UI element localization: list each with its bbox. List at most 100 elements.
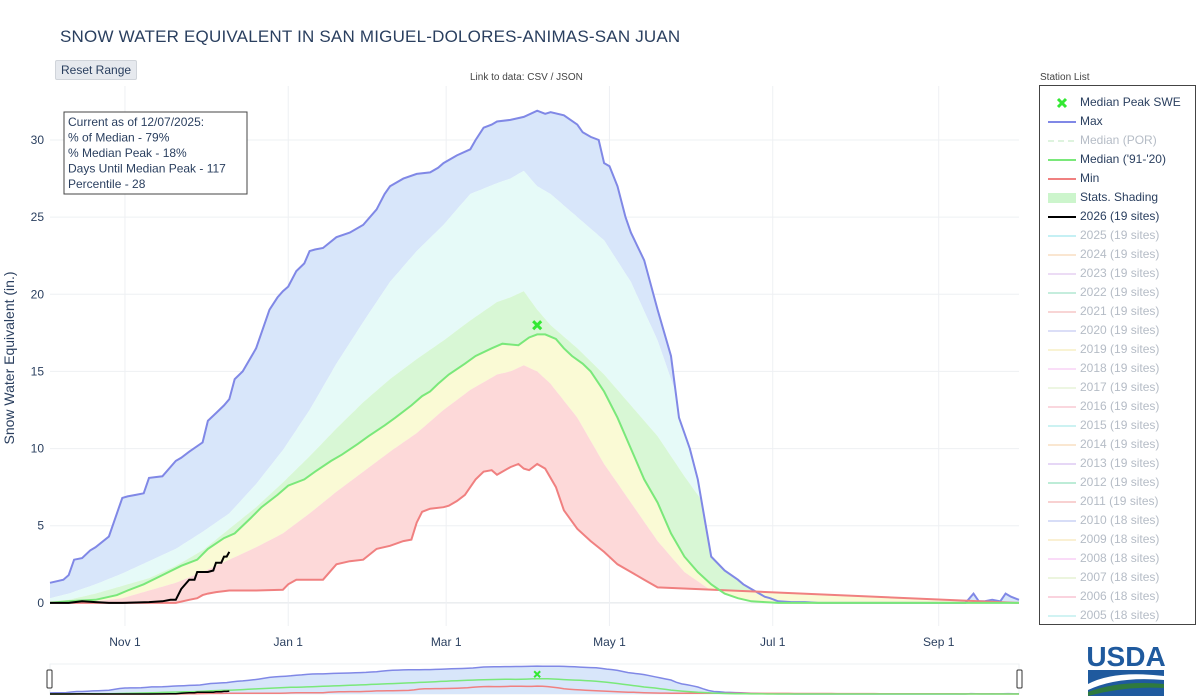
annotation-line: Current as of 12/07/2025: <box>68 115 204 129</box>
status-annotation: Current as of 12/07/2025: % of Median - 7… <box>63 111 248 195</box>
legend-item[interactable]: 2022 (19 sites) <box>1040 283 1195 302</box>
station-list-link[interactable]: Station List <box>1040 72 1090 83</box>
legend-item[interactable]: 2005 (18 sites) <box>1040 606 1195 625</box>
legend-symbol <box>1048 349 1076 351</box>
legend-marker-icon <box>1056 97 1068 109</box>
legend-item[interactable]: 2010 (18 sites) <box>1040 511 1195 530</box>
usda-logo: USDA <box>1086 641 1166 696</box>
legend-symbol <box>1048 273 1076 275</box>
y-axis-label: Snow Water Equivalent (in.) <box>1 272 17 445</box>
range-slider-peak-marker <box>533 670 541 678</box>
data-links-prefix: Link to data: <box>470 72 528 83</box>
legend-symbol <box>1048 539 1076 541</box>
range-slider-current-line <box>50 690 230 695</box>
y-tick-label: 25 <box>31 210 45 224</box>
legend-item[interactable]: Stats. Shading <box>1040 188 1195 207</box>
legend-item[interactable]: 2023 (19 sites) <box>1040 264 1195 283</box>
legend-symbol <box>1048 444 1076 446</box>
legend-label: 2020 (19 sites) <box>1080 323 1160 337</box>
legend-item[interactable]: 2014 (19 sites) <box>1040 435 1195 454</box>
legend-symbol <box>1048 482 1076 484</box>
legend-item[interactable]: Median (POR) <box>1040 131 1195 150</box>
legend-label: 2026 (19 sites) <box>1080 209 1160 223</box>
legend-symbol <box>1048 520 1076 522</box>
legend-label: 2022 (19 sites) <box>1080 285 1160 299</box>
range-slider-left-handle[interactable] <box>46 669 53 689</box>
legend-item[interactable]: Median ('91-'20) <box>1040 150 1195 169</box>
legend-label: 2010 (18 sites) <box>1080 513 1160 527</box>
legend-label: 2011 (19 sites) <box>1080 494 1159 508</box>
y-tick-label: 30 <box>31 133 45 147</box>
swe-chart[interactable]: 0 5 10 15 20 25 30 Nov 1 Jan 1 Mar 1 May 1 Jul 1 Se… <box>0 0 1040 700</box>
legend-symbol <box>1048 121 1076 123</box>
legend-symbol <box>1048 596 1076 598</box>
legend-item[interactable]: 2018 (19 sites) <box>1040 359 1195 378</box>
y-axis-ticks: 0 5 10 15 20 25 30 <box>31 133 45 610</box>
legend-label: 2015 (19 sites) <box>1080 418 1160 432</box>
legend-item[interactable]: 2007 (18 sites) <box>1040 568 1195 587</box>
lower-percentile-band <box>50 365 1019 603</box>
max-percentile-band <box>50 110 1019 603</box>
x-tick-label: Jan 1 <box>274 635 304 649</box>
min-line <box>50 462 1020 604</box>
legend-symbol <box>1048 216 1076 218</box>
y-tick-label: 20 <box>31 287 45 301</box>
legend-symbol <box>1048 558 1076 560</box>
legend-item[interactable]: 2020 (19 sites) <box>1040 321 1195 340</box>
legend-label: 2005 (18 sites) <box>1080 608 1160 622</box>
data-links-separator: / <box>547 72 557 83</box>
x-tick-label: Mar 1 <box>431 635 462 649</box>
legend-item[interactable]: 2009 (18 sites) <box>1040 530 1195 549</box>
legend-label: 2012 (19 sites) <box>1080 475 1160 489</box>
legend-item[interactable]: 2011 (19 sites) <box>1040 492 1195 511</box>
median-line <box>49 333 1019 604</box>
legend-symbol <box>1048 140 1076 142</box>
legend-label: 2024 (19 sites) <box>1080 247 1160 261</box>
legend-symbol <box>1048 368 1076 370</box>
legend-symbol <box>1048 387 1076 389</box>
legend-label: 2009 (18 sites) <box>1080 532 1160 546</box>
legend-item[interactable]: 2006 (18 sites) <box>1040 587 1195 606</box>
legend-item[interactable]: 2015 (19 sites) <box>1040 416 1195 435</box>
legend-item[interactable]: 2024 (19 sites) <box>1040 245 1195 264</box>
range-slider-right-handle[interactable] <box>1016 669 1023 689</box>
legend-item[interactable]: 2008 (18 sites) <box>1040 549 1195 568</box>
legend-item[interactable]: Min <box>1040 169 1195 188</box>
usda-logo-wave-green <box>1088 683 1164 696</box>
legend-label: 2023 (19 sites) <box>1080 266 1160 280</box>
y-tick-label: 5 <box>37 519 44 533</box>
legend-item[interactable]: 2026 (19 sites) <box>1040 207 1195 226</box>
legend-item[interactable]: Max <box>1040 112 1195 131</box>
legend-label: Stats. Shading <box>1080 190 1159 204</box>
reset-range-button[interactable]: Reset Range <box>55 60 138 80</box>
legend-label: Min <box>1080 171 1100 185</box>
legend-item[interactable]: 2013 (19 sites) <box>1040 454 1195 473</box>
legend-symbol <box>1048 235 1076 237</box>
json-link[interactable]: JSON <box>556 72 583 83</box>
legend-item[interactable]: 2012 (19 sites) <box>1040 473 1195 492</box>
range-slider[interactable] <box>46 663 1023 695</box>
legend-label: 2017 (19 sites) <box>1080 380 1160 394</box>
x-tick-label: Sep 1 <box>923 635 955 649</box>
legend-item[interactable]: 2016 (19 sites) <box>1040 397 1195 416</box>
legend-symbol <box>1048 178 1076 180</box>
legend-item[interactable]: 2019 (19 sites) <box>1040 340 1195 359</box>
legend-symbol <box>1048 406 1076 408</box>
y-tick-label: 10 <box>31 442 45 456</box>
chart-title: SNOW WATER EQUIVALENT IN SAN MIGUEL-DOLO… <box>60 27 681 46</box>
csv-link[interactable]: CSV <box>527 72 548 83</box>
x-tick-label: May 1 <box>593 635 626 649</box>
legend-item[interactable]: 2021 (19 sites) <box>1040 302 1195 321</box>
legend-item[interactable]: Median Peak SWE <box>1040 93 1195 112</box>
legend-label: 2019 (19 sites) <box>1080 342 1160 356</box>
legend-label: Median (POR) <box>1080 133 1157 147</box>
legend-item[interactable]: 2017 (19 sites) <box>1040 378 1195 397</box>
legend-symbol <box>1048 254 1076 256</box>
legend-label: 2018 (19 sites) <box>1080 361 1160 375</box>
legend-item[interactable]: 2025 (19 sites) <box>1040 226 1195 245</box>
x-tick-label: Nov 1 <box>109 635 141 649</box>
annotation-box <box>63 111 248 195</box>
chart-areas <box>50 110 1019 603</box>
y-tick-label: 0 <box>37 596 44 610</box>
current-year-line <box>50 551 231 604</box>
